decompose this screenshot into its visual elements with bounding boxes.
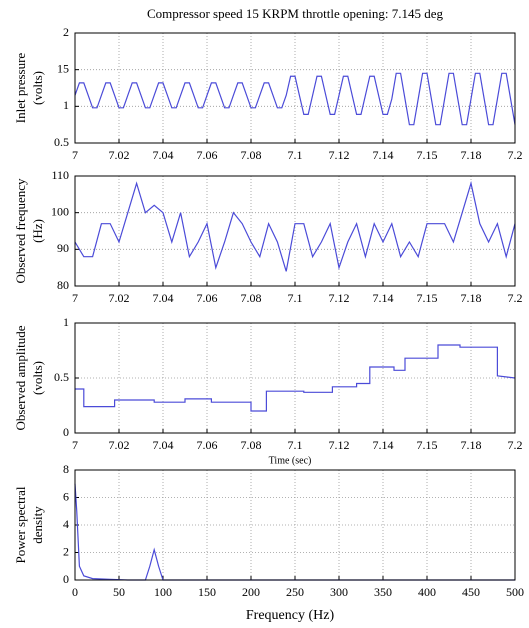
x-tick-label: 7.1: [288, 291, 303, 305]
x-tick-label: 200: [242, 585, 260, 599]
x-tick-label: 7.14: [373, 291, 394, 305]
x-axis-label: Frequency (Hz): [246, 608, 335, 623]
x-tick-label: 0: [72, 585, 78, 599]
x-tick-label: 400: [418, 585, 436, 599]
x-tick-label: 7.14: [373, 438, 394, 452]
x-tick-label: 7.02: [109, 438, 130, 452]
chart-title: Compressor speed 15 KRPM throttle openin…: [147, 6, 444, 21]
y-tick-label: 4: [63, 517, 69, 531]
y-axis-label: Inlet pressure: [13, 53, 28, 124]
y-tick-label: 2: [63, 25, 69, 39]
x-tick-label: 7.1: [288, 148, 303, 162]
x-tick-label: 7.18: [461, 148, 482, 162]
x-tick-label: 300: [330, 585, 348, 599]
data-line: [75, 344, 516, 412]
x-tick-label: 150: [198, 585, 216, 599]
y-tick-label: 15: [57, 61, 69, 75]
x-tick-label: 7.18: [461, 438, 482, 452]
x-tick-label: 7.12: [329, 438, 350, 452]
x-tick-label: 7.04: [153, 291, 174, 305]
y-tick-label: 1: [63, 98, 69, 112]
x-tick-label: 7.06: [197, 148, 218, 162]
x-tick-label: 7.1: [288, 438, 303, 452]
axes-box: [74, 175, 516, 287]
x-tick-label: 7.08: [241, 291, 262, 305]
x-tick-label: 7.2: [508, 438, 523, 452]
y-tick-label: 0: [63, 425, 69, 439]
y-tick-label: 6: [63, 489, 69, 503]
axes-box: [74, 322, 516, 434]
x-tick-label: 7.12: [329, 291, 350, 305]
x-tick-label: 7: [72, 148, 78, 162]
x-tick-label: 500: [506, 585, 524, 599]
y-tick-label: 2: [63, 544, 69, 558]
data-line: [74, 72, 516, 126]
x-tick-label: 450: [462, 585, 480, 599]
y-tick-label: 110: [51, 168, 69, 182]
x-tick-label: 7.08: [241, 438, 262, 452]
x-tick-label: 7.04: [153, 148, 174, 162]
x-tick-label: 7: [72, 438, 78, 452]
data-line: [74, 180, 516, 272]
x-tick-label: 7.02: [109, 148, 130, 162]
y-axis-label: (volts): [30, 361, 45, 395]
y-tick-label: 0: [63, 572, 69, 586]
y-tick-label: 100: [51, 204, 69, 218]
x-tick-label: 250: [286, 585, 304, 599]
y-tick-label: 1: [63, 315, 69, 329]
y-axis-label: Power spectral: [13, 486, 28, 563]
y-tick-label: 90: [57, 241, 69, 255]
x-tick-label: 7.18: [461, 291, 482, 305]
y-tick-label: 0.5: [54, 135, 69, 149]
x-tick-label: 7.15: [417, 291, 438, 305]
y-axis-label: (Hz): [30, 219, 45, 243]
y-axis-label: (volts): [30, 71, 45, 105]
x-tick-label: 7.2: [508, 148, 523, 162]
x-axis-label: Time (sec): [269, 455, 312, 466]
x-tick-label: 7.15: [417, 438, 438, 452]
x-tick-label: 7.08: [241, 148, 262, 162]
x-tick-label: 7.06: [197, 291, 218, 305]
y-axis-label: Observed amplitude: [13, 325, 28, 430]
x-tick-label: 7.02: [109, 291, 130, 305]
y-tick-label: 80: [57, 278, 69, 292]
y-axis-label: Observed frequency: [13, 178, 28, 284]
x-tick-label: 350: [374, 585, 392, 599]
axes-box: [74, 32, 516, 144]
x-tick-label: 7.04: [153, 438, 174, 452]
x-tick-label: 7.2: [508, 291, 523, 305]
x-tick-label: 7.15: [417, 148, 438, 162]
x-tick-label: 7.14: [373, 148, 394, 162]
y-axis-label: density: [30, 506, 45, 544]
x-tick-label: 100: [154, 585, 172, 599]
x-tick-label: 7: [72, 291, 78, 305]
y-tick-label: 0.5: [54, 370, 69, 384]
y-tick-label: 8: [63, 462, 69, 476]
x-tick-label: 7.12: [329, 148, 350, 162]
axes-box: [74, 469, 516, 581]
x-tick-label: 7.06: [197, 438, 218, 452]
x-tick-label: 50: [113, 585, 125, 599]
